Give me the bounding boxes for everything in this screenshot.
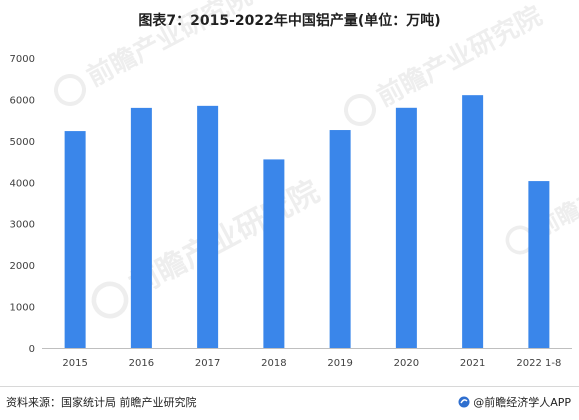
y-tick-label: 2000: [10, 261, 35, 272]
qianzhan-logo-icon: [344, 94, 376, 126]
y-tick-label: 4000: [10, 178, 35, 189]
y-tick-label: 3000: [10, 220, 35, 231]
brand: @前瞻经济学人APP: [458, 394, 571, 410]
bar-series: [64, 95, 550, 348]
x-tick-label: 2018: [261, 358, 286, 369]
y-tick-label: 7000: [10, 54, 35, 65]
x-tick-label: 2015: [62, 358, 87, 369]
chart-title: 图表7：2015-2022年中国铝产量(单位：万吨): [138, 13, 441, 29]
y-tick-label: 6000: [10, 95, 35, 106]
x-tick-label: 2022 1-8: [516, 358, 561, 369]
brand-text: @前瞻经济学人APP: [473, 396, 571, 409]
bar: [130, 107, 152, 348]
y-tick-label: 0: [29, 344, 35, 355]
y-tick-label: 1000: [10, 303, 35, 314]
footer: 资料来源：国家统计局 前瞻产业研究院 @前瞻经济学人APP: [0, 386, 579, 420]
x-tick-label: 2016: [129, 358, 154, 369]
y-tick-label: 5000: [10, 137, 35, 148]
y-tick-labels: 0 1000 2000 3000 4000 5000 6000 7000: [10, 54, 35, 355]
bar: [462, 95, 484, 348]
bar: [528, 181, 550, 348]
qianzhan-logo-icon: [91, 281, 129, 319]
bar: [329, 130, 351, 348]
watermark-text: 前瞻产业研究院: [124, 174, 325, 303]
watermark-text: 前瞻产业研究院: [82, 0, 257, 93]
bar: [395, 107, 417, 348]
watermark: 前瞻产业研究院: [344, 0, 547, 126]
x-tick-labels: 2015 2016 2017 2018 2019 2020 2021 2022 1-8: [62, 358, 561, 369]
bar: [197, 105, 219, 348]
x-tick-label: 2017: [195, 358, 220, 369]
x-tick-label: 2021: [460, 358, 485, 369]
bar: [263, 159, 285, 348]
qianzhan-logo-icon: [458, 396, 470, 408]
bar: [64, 131, 86, 348]
watermark: 前瞻产业研究院: [54, 0, 257, 106]
qianzhan-logo-icon: [54, 74, 86, 106]
x-tick-label: 2019: [327, 358, 352, 369]
source-text: 资料来源：国家统计局 前瞻产业研究院: [6, 396, 197, 409]
x-tick-label: 2020: [394, 358, 419, 369]
watermark-text: 前瞻产业研究院: [372, 0, 547, 113]
